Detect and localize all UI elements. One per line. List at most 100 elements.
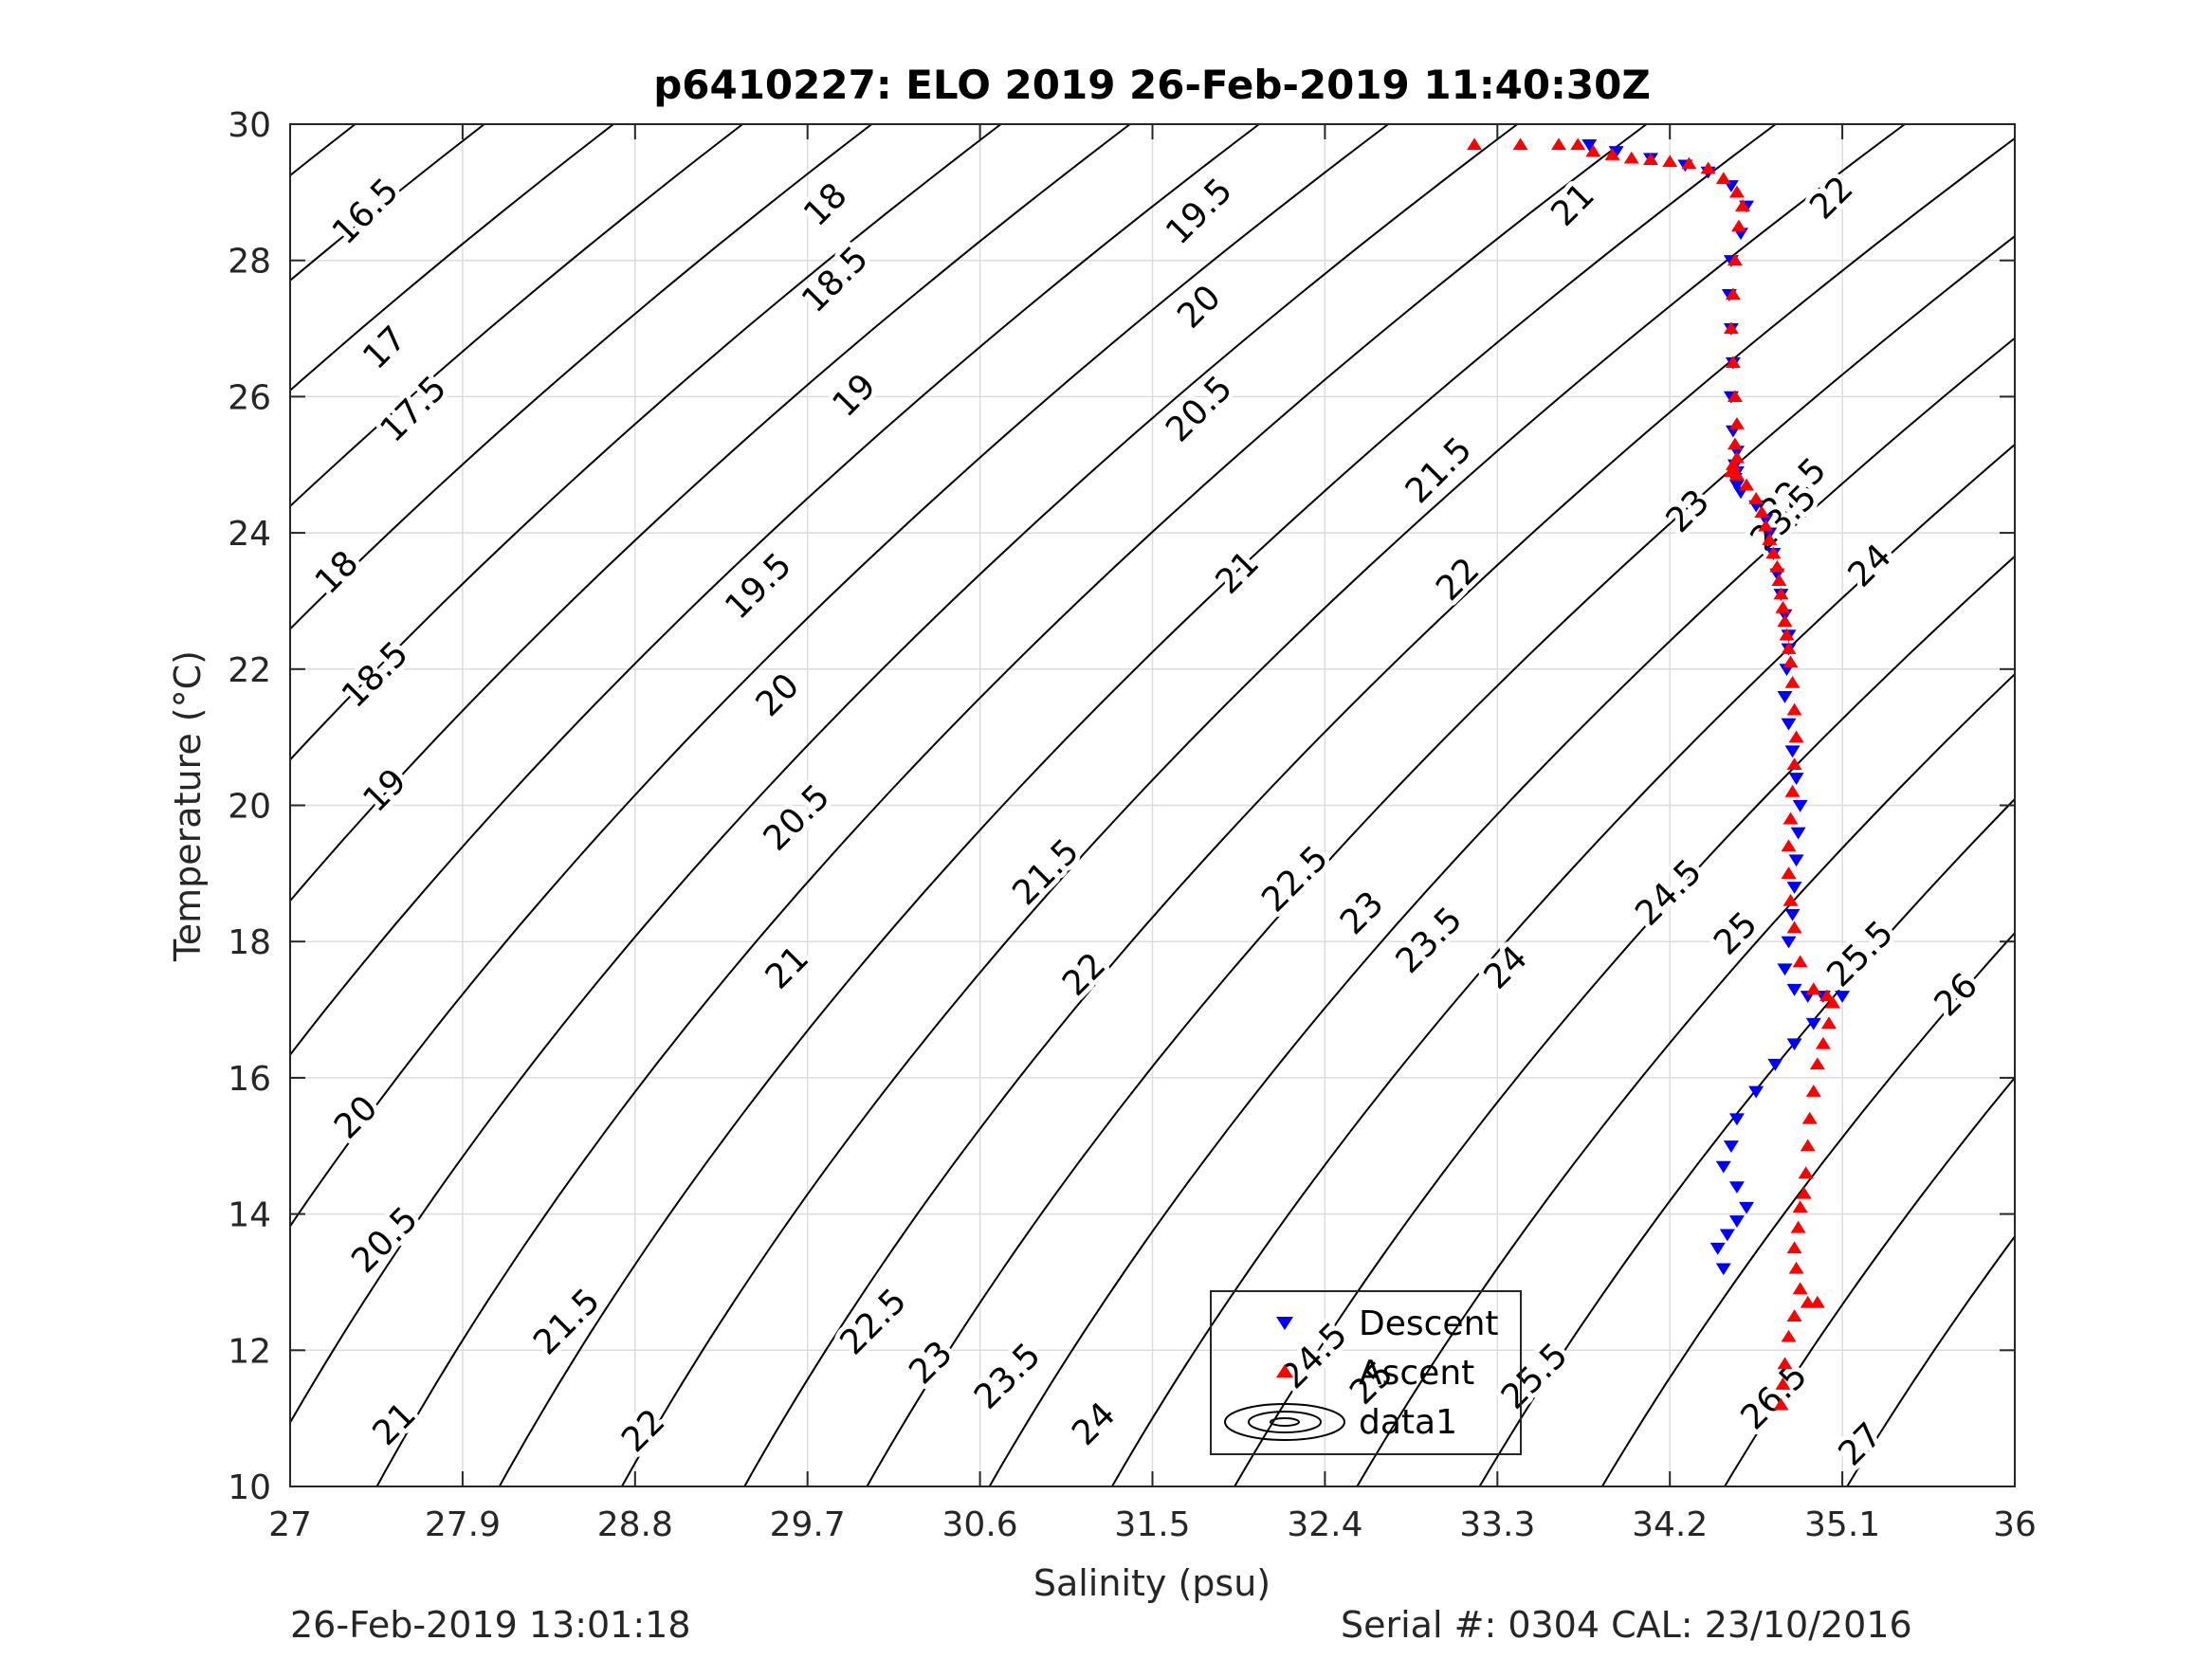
y-tick-label: 24 <box>228 515 271 554</box>
ascent-point <box>1781 642 1797 654</box>
ascent-point <box>1725 287 1741 301</box>
y-tick-label: 26 <box>228 378 271 417</box>
contour-label: 22 <box>1802 169 1860 227</box>
y-tick-label: 22 <box>228 651 271 690</box>
ascent-point <box>1467 137 1483 151</box>
ascent-point <box>1781 866 1797 879</box>
x-tick-label: 32.4 <box>1287 1505 1362 1544</box>
contour-label: 18.5 <box>795 239 876 320</box>
descent-point <box>1715 1160 1731 1174</box>
ascent-point <box>1781 839 1797 852</box>
ascent-point <box>1777 614 1793 628</box>
x-tick-label: 27.9 <box>425 1505 501 1544</box>
ascent-point <box>1748 491 1764 504</box>
density-contour-line <box>375 124 1648 1486</box>
ascent-point <box>1723 321 1739 335</box>
ascent-point <box>1790 1220 1806 1233</box>
descent-point <box>1788 773 1804 785</box>
density-contour-line <box>1356 672 2015 1486</box>
y-tick-label: 12 <box>228 1332 271 1371</box>
ascent-point <box>1604 148 1620 160</box>
density-contour-line <box>0 124 97 1486</box>
density-contour-line <box>1846 1234 2015 1486</box>
x-tick-label: 27 <box>268 1505 312 1544</box>
ascent-point <box>1512 137 1528 151</box>
x-axis-ticks: 27 27.9 28.8 29.7 30.6 31.5 32.4 33.3 34.2 35.1 36 <box>268 124 2037 1544</box>
legend: Descent Ascent data1 <box>1210 1290 1522 1455</box>
density-contour-line <box>290 124 1131 902</box>
contour-label: 25.5 <box>1494 1336 1576 1417</box>
contour-label: 21.5 <box>1398 430 1480 512</box>
ascent-point <box>1820 1016 1837 1030</box>
descent-point <box>1777 963 1793 976</box>
density-contour-line <box>290 124 614 392</box>
density-contour-line <box>1724 1076 2015 1486</box>
contour-label: 20 <box>327 1088 385 1146</box>
ascent-point <box>1801 1111 1818 1124</box>
contour-label: 24 <box>1477 939 1535 996</box>
ascent-point <box>1765 546 1782 559</box>
ascent-point <box>1754 505 1770 519</box>
ascent-point <box>1585 144 1601 157</box>
density-contour-line <box>290 124 873 630</box>
contour-label: 23 <box>1333 884 1391 942</box>
density-contour-line <box>290 124 743 508</box>
contour-label: 19.5 <box>718 546 799 628</box>
y-tick-label: 10 <box>228 1468 271 1507</box>
density-contour-line <box>290 124 1260 1057</box>
ascent-point <box>1786 757 1802 770</box>
ascent-point <box>1773 587 1789 600</box>
density-contour-line <box>743 137 2015 1486</box>
y-axis-label: Temperature (°C) <box>167 650 209 962</box>
footer-timestamp: 26-Feb-2019 13:01:18 <box>290 1604 691 1646</box>
contour-label: 22.5 <box>1254 839 1336 921</box>
ascent-point <box>1809 1057 1825 1070</box>
ascent-point <box>1550 137 1566 151</box>
contour-label: 20.5 <box>1159 369 1240 450</box>
ascent-point <box>1769 559 1785 573</box>
ascent-point <box>1728 185 1745 198</box>
x-tick-label: 35.1 <box>1804 1505 1880 1544</box>
ascent-point <box>1786 1241 1802 1254</box>
y-axis-ticks: 10 12 14 16 18 20 22 24 26 28 30 <box>228 106 2015 1507</box>
legend-data1-icon <box>1224 1403 1345 1441</box>
contour-label: 19.5 <box>1159 171 1240 252</box>
ascent-point <box>1788 730 1804 743</box>
ascent-point <box>1792 955 1808 968</box>
y-tick-label: 20 <box>228 788 271 827</box>
ascent-point <box>1800 1139 1816 1152</box>
x-tick-label: 34.2 <box>1632 1505 1708 1544</box>
contour-label: 23 <box>1659 483 1717 540</box>
descent-point <box>1790 827 1806 840</box>
descent-point <box>1781 718 1797 731</box>
density-contour-line <box>1111 443 2015 1486</box>
legend-descent-marker <box>1276 1317 1293 1330</box>
contour-label: 23 <box>902 1334 960 1392</box>
contour-label: 20.5 <box>757 777 838 859</box>
y-tick-label: 28 <box>228 243 271 282</box>
contour-label: 27 <box>1832 1415 1890 1473</box>
y-tick-label: 18 <box>228 923 271 962</box>
contour-label: 22 <box>1055 945 1113 1003</box>
density-contour-line <box>1234 555 2015 1486</box>
contour-label: 24.5 <box>1628 852 1709 934</box>
ascent-point <box>1782 893 1799 906</box>
ascent-point <box>1570 137 1586 151</box>
x-tick-label: 28.8 <box>597 1505 673 1544</box>
ascent-point <box>1809 1295 1825 1308</box>
descent-point <box>1728 1215 1745 1228</box>
legend-ascent-marker <box>1276 1364 1293 1377</box>
density-contour-line <box>1600 931 2015 1486</box>
density-contour-line <box>866 234 2015 1486</box>
ascent-point <box>1715 172 1731 185</box>
descent-point <box>1748 1085 1764 1099</box>
descent-point <box>1786 1038 1802 1051</box>
contour-label: 20 <box>749 666 807 724</box>
ascent-point <box>1728 416 1745 429</box>
contour-label: 25 <box>1707 904 1764 962</box>
ascent-point <box>1782 655 1799 668</box>
contour-label: 21 <box>1544 175 1601 233</box>
x-tick-label: 33.3 <box>1459 1505 1535 1544</box>
contour-label: 17 <box>356 319 413 376</box>
